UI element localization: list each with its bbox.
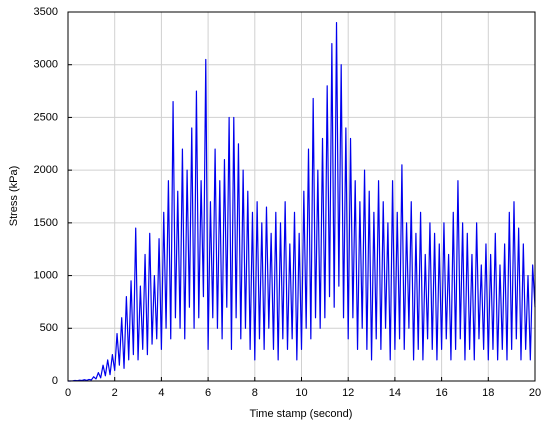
x-tick-label: 12 xyxy=(342,387,354,399)
y-tick-label: 0 xyxy=(52,375,58,387)
y-tick-label: 3000 xyxy=(34,59,58,71)
x-tick-label: 0 xyxy=(65,387,71,399)
x-tick-label: 20 xyxy=(529,387,541,399)
x-tick-label: 6 xyxy=(205,387,211,399)
y-axis-label: Stress (kPa) xyxy=(8,166,20,227)
x-tick-label: 18 xyxy=(482,387,494,399)
y-tick-label: 1000 xyxy=(34,269,58,281)
y-tick-label: 3500 xyxy=(34,6,58,18)
x-axis-label: Time stamp (second) xyxy=(250,408,353,420)
y-tick-label: 1500 xyxy=(34,217,58,229)
y-tick-label: 2000 xyxy=(34,164,58,176)
x-tick-label: 10 xyxy=(295,387,307,399)
x-tick-label: 4 xyxy=(158,387,164,399)
x-tick-label: 16 xyxy=(435,387,447,399)
plot-data xyxy=(68,21,536,382)
x-tick-label: 14 xyxy=(389,387,401,399)
stress-line xyxy=(68,21,536,382)
y-tick-label: 2500 xyxy=(34,111,58,123)
x-tick-label: 8 xyxy=(252,387,258,399)
x-tick-label: 2 xyxy=(112,387,118,399)
y-tick-label: 500 xyxy=(40,322,58,334)
